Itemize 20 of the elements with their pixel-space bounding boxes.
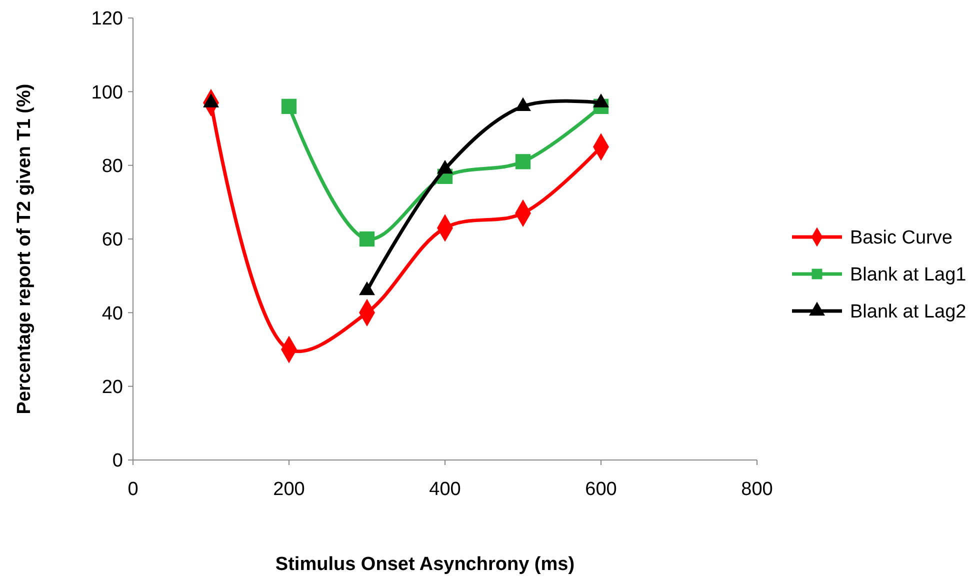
x-tick-label: 0 bbox=[128, 479, 138, 500]
x-tick-label: 800 bbox=[741, 479, 773, 500]
y-tick-label: 80 bbox=[102, 156, 123, 177]
legend-label: Blank at Lag1 bbox=[850, 264, 966, 286]
y-axis-title: Percentage report of T2 given T1 (%) bbox=[14, 84, 35, 414]
y-tick-label: 100 bbox=[91, 82, 123, 104]
point bbox=[515, 154, 531, 170]
legend-label: Basic Curve bbox=[850, 228, 952, 249]
x-tick-label: 400 bbox=[429, 479, 461, 500]
x-axis-title: Stimulus Onset Asynchrony (ms) bbox=[275, 554, 575, 575]
y-tick-label: 40 bbox=[102, 303, 123, 324]
y-tick-label: 60 bbox=[102, 230, 123, 251]
y-tick-label: 20 bbox=[102, 376, 123, 398]
legend-label: Blank at Lag2 bbox=[850, 302, 966, 323]
y-tick-label: 120 bbox=[91, 8, 123, 30]
point bbox=[359, 231, 375, 247]
point bbox=[281, 98, 297, 114]
x-tick-label: 200 bbox=[273, 479, 305, 500]
y-tick-label: 0 bbox=[112, 450, 123, 472]
x-tick-label: 600 bbox=[585, 479, 617, 500]
